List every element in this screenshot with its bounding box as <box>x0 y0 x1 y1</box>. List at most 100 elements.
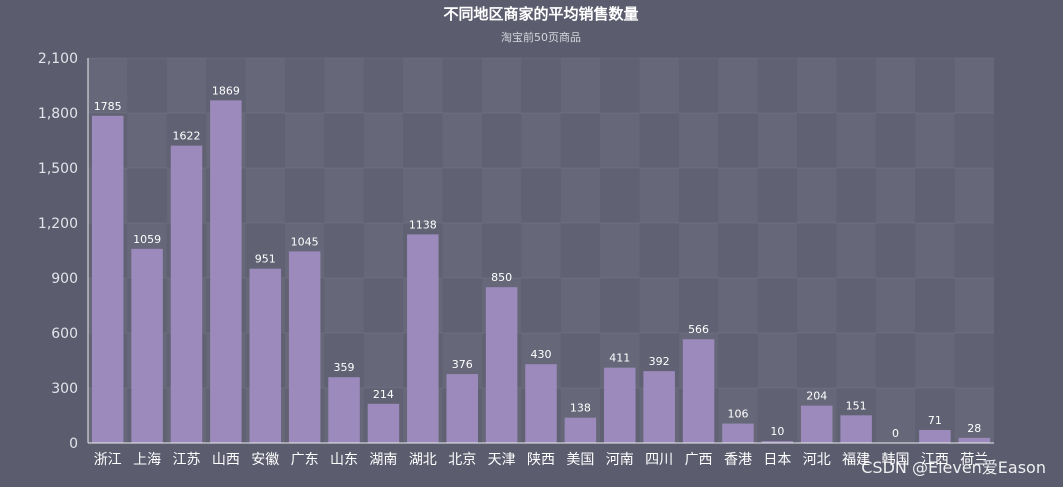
grid-band <box>521 278 560 333</box>
bar <box>682 339 715 443</box>
grid-band <box>679 58 718 113</box>
data-label: 204 <box>806 390 827 403</box>
grid-band <box>285 168 324 223</box>
grid-band <box>797 113 836 168</box>
data-label: 138 <box>570 402 591 415</box>
grid-band <box>324 278 364 333</box>
grid-band <box>836 333 876 388</box>
grid-band <box>876 113 915 168</box>
grid-band <box>718 168 758 223</box>
x-tick-label: 浙江 <box>94 452 122 468</box>
x-tick-label: 河北 <box>803 452 831 468</box>
grid-band <box>324 113 363 168</box>
grid-band <box>127 113 167 168</box>
data-label: 214 <box>373 388 394 401</box>
bar <box>446 374 478 443</box>
bar <box>525 364 557 443</box>
bar <box>564 417 597 443</box>
grid-band <box>284 113 325 168</box>
data-label: 359 <box>334 361 355 374</box>
grid-band <box>718 278 758 333</box>
grid-band <box>797 58 837 113</box>
data-label: 411 <box>609 352 630 365</box>
grid-band <box>797 278 837 333</box>
grid-band <box>245 168 285 223</box>
grid-band <box>955 333 994 388</box>
grid-band <box>600 223 640 278</box>
grid-band <box>521 58 560 113</box>
grid-band <box>915 223 955 278</box>
grid-band <box>88 58 128 113</box>
x-tick-label: 四川 <box>645 452 673 468</box>
grid-band <box>364 278 403 333</box>
grid-band <box>443 278 482 333</box>
grid-band <box>797 223 836 278</box>
y-tick-label: 900 <box>51 271 78 287</box>
grid-band <box>718 333 757 388</box>
y-tick-label: 300 <box>51 381 78 397</box>
bar <box>485 287 518 443</box>
grid-band <box>836 278 875 333</box>
x-tick-label: 山东 <box>330 452 358 468</box>
data-label: 566 <box>688 323 709 336</box>
bar <box>643 371 675 443</box>
grid-band <box>560 58 601 113</box>
grid-band <box>718 58 758 113</box>
x-tick-label: 安徽 <box>251 452 279 468</box>
grid-band <box>482 223 521 278</box>
data-label: 1045 <box>291 235 319 248</box>
grid-band <box>246 113 285 168</box>
grid-band <box>127 58 166 113</box>
grid-band <box>482 113 521 168</box>
grid-band <box>639 113 678 168</box>
grid-band <box>757 113 798 168</box>
data-label: 430 <box>531 348 552 361</box>
grid-band <box>166 58 207 113</box>
y-tick-label: 600 <box>51 326 78 342</box>
grid-band <box>718 223 757 278</box>
grid-band <box>915 113 955 168</box>
data-label: 1869 <box>212 84 240 97</box>
data-label: 376 <box>452 358 473 371</box>
grid-band <box>324 223 363 278</box>
grid-band <box>836 223 876 278</box>
grid-band <box>836 113 876 168</box>
x-tick-label: 江西 <box>921 452 949 468</box>
grid-band <box>324 168 364 223</box>
grid-band <box>954 278 994 333</box>
y-tick-label: 1,800 <box>38 106 78 122</box>
x-tick-label: 日本 <box>763 452 791 468</box>
grid-band <box>285 58 324 113</box>
data-label: 10 <box>770 425 784 438</box>
grid-band <box>600 168 639 223</box>
bar <box>328 377 360 443</box>
bar <box>761 441 794 443</box>
grid-band <box>875 388 916 443</box>
grid-band <box>600 58 639 113</box>
x-tick-label: 河南 <box>606 452 634 468</box>
bar <box>800 405 833 443</box>
grid-band <box>758 168 797 223</box>
grid-band <box>718 113 757 168</box>
grid-band <box>757 333 798 388</box>
grid-band <box>245 58 285 113</box>
x-tick-label: 荷兰 <box>960 452 988 468</box>
bars <box>91 100 991 443</box>
grid-band <box>797 333 836 388</box>
grid-band <box>442 223 482 278</box>
grid-band <box>443 58 482 113</box>
grid-band <box>364 168 403 223</box>
grid-band <box>875 278 916 333</box>
data-label: 1785 <box>94 100 122 113</box>
grid-band <box>324 58 364 113</box>
grid-band <box>521 113 561 168</box>
grid-band <box>678 223 719 278</box>
bar <box>91 115 124 443</box>
x-tick-label: 上海 <box>133 452 161 468</box>
x-tick-label: 山西 <box>212 452 240 468</box>
data-label: 151 <box>846 399 867 412</box>
grid-band <box>955 223 994 278</box>
grid-band <box>954 168 994 223</box>
grid-band <box>758 58 797 113</box>
data-label: 392 <box>649 355 670 368</box>
